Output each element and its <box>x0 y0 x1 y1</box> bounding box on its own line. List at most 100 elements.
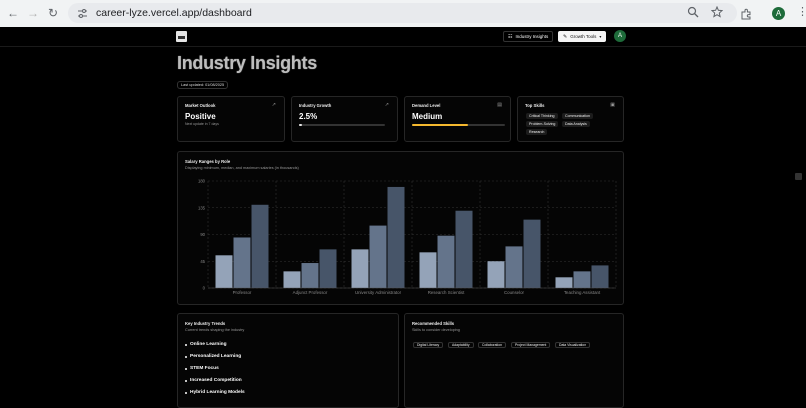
browser-menu-icon[interactable]: ⋮ <box>797 6 806 18</box>
bookmark-star-icon[interactable] <box>710 5 724 21</box>
url-text: career-lyze.vercel.app/dashboard <box>96 7 252 19</box>
top-skill-chip: Data Analysis <box>562 121 590 127</box>
brain-icon: ▣ <box>610 102 615 108</box>
salary-bar[interactable] <box>215 255 233 288</box>
industry-insights-label: Industry Insights <box>515 34 549 39</box>
extensions-icon[interactable] <box>740 7 752 25</box>
reload-icon[interactable]: ↻ <box>47 6 59 20</box>
trend-label: STEM Focus <box>190 366 219 371</box>
market-outlook-card: Market Outlook ↗ Positive Next update in… <box>177 96 285 142</box>
x-tick-label: University Administrator <box>355 290 402 295</box>
market-outlook-value: Positive <box>185 112 216 121</box>
salary-bar[interactable] <box>487 261 505 288</box>
app-logo[interactable] <box>176 31 187 42</box>
salary-chart: 0 45 90 135 180 Professor Adjunct Professor Uni… <box>198 179 617 295</box>
trending-up-icon: ↗ <box>384 102 389 108</box>
recommended-skills-title: Recommended Skills <box>412 321 455 326</box>
top-skill-chip: Research <box>526 129 548 135</box>
salary-bar[interactable] <box>301 263 319 288</box>
back-arrow-icon[interactable]: ← <box>7 6 19 20</box>
bullet-icon <box>185 355 187 358</box>
recommended-skill-chip: Adaptability <box>448 342 474 348</box>
trending-up-icon: ↗ <box>271 102 276 108</box>
key-trends-card: Key Industry Trends Current trends shapi… <box>177 313 399 408</box>
trend-label: Online Learning <box>190 342 227 347</box>
x-tick-label: Professor <box>233 290 252 295</box>
profile-avatar[interactable]: A <box>772 7 785 20</box>
top-skills-card: Top Skills ▣ Critical Thinking Communica… <box>517 96 624 142</box>
app-header <box>0 27 806 47</box>
top-skill-chip: Critical Thinking <box>526 113 558 119</box>
top-skill-chip: Problem-Solving <box>526 121 559 127</box>
key-trends-subtitle: Current trends shaping the industry <box>185 328 245 332</box>
recommended-skill-chip: Project Management <box>511 342 551 348</box>
side-panel-toggle[interactable] <box>795 173 802 180</box>
address-bar[interactable]: career-lyze.vercel.app/dashboard <box>68 3 737 23</box>
salary-bar[interactable] <box>419 252 437 288</box>
zoom-icon[interactable] <box>687 6 699 21</box>
dashboard-icon: ☷ <box>508 33 513 40</box>
salary-bar[interactable] <box>523 219 541 288</box>
salary-bar[interactable] <box>555 277 573 288</box>
trend-label: Hybrid Learning Models <box>190 390 245 395</box>
trend-item: Online Learning <box>185 342 227 347</box>
y-tick-label: 45 <box>200 259 205 264</box>
salary-chart-subtitle: Displaying minimum, median, and maximum … <box>185 166 299 170</box>
market-outlook-title: Market Outlook <box>185 103 216 108</box>
growth-tools-dropdown[interactable]: ✎ Growth Tools ▾ <box>558 31 607 42</box>
profile-avatar-letter: A <box>775 9 782 18</box>
trend-label: Increased Competition <box>190 378 242 383</box>
salary-bar[interactable] <box>319 249 337 288</box>
recommended-skill-chip: Collaboration <box>478 342 506 348</box>
user-avatar[interactable]: A <box>614 30 626 42</box>
bullet-icon <box>185 379 187 382</box>
salary-bar[interactable] <box>387 186 405 288</box>
demand-progress-track <box>412 124 505 126</box>
growth-progress-fill <box>299 124 302 126</box>
x-tick-label: Research Scientist <box>428 290 465 295</box>
market-outlook-sub: Next update in 7 days <box>185 122 219 126</box>
growth-progress-track <box>299 124 385 126</box>
bullet-icon <box>185 367 187 370</box>
industry-insights-button[interactable]: ☷ Industry Insights <box>503 31 554 42</box>
salary-bar[interactable] <box>573 271 591 288</box>
last-updated-badge: Last updated: 01/08/2025 <box>177 81 229 89</box>
demand-level-title: Demand Level <box>412 103 441 108</box>
growth-icon: ✎ <box>563 33 568 40</box>
briefcase-icon: ▤ <box>497 102 502 108</box>
trend-item: STEM Focus <box>185 366 219 371</box>
key-trends-title: Key Industry Trends <box>185 321 226 326</box>
y-tick-label: 0 <box>203 286 206 291</box>
salary-chart-card: Salary Ranges by Role Displaying minimum… <box>177 151 624 305</box>
top-skills-title: Top Skills <box>525 103 545 108</box>
y-tick-label: 90 <box>200 232 205 237</box>
salary-bar[interactable] <box>233 237 251 288</box>
trend-item: Hybrid Learning Models <box>185 390 245 395</box>
bullet-icon <box>185 391 187 394</box>
demand-level-card: Demand Level ▤ Medium <box>404 96 511 142</box>
recommended-skill-chip: Data Visualization <box>555 342 591 348</box>
x-tick-label: Teaching Assistant <box>564 290 601 295</box>
salary-bar[interactable] <box>505 246 523 288</box>
salary-bar[interactable] <box>351 249 369 288</box>
page-title: Industry Insights <box>177 53 317 73</box>
y-tick-label: 135 <box>198 205 206 210</box>
salary-bar[interactable] <box>369 225 387 288</box>
chevron-down-icon: ▾ <box>599 34 602 39</box>
forward-arrow-icon[interactable]: → <box>27 6 39 20</box>
salary-bar[interactable] <box>591 265 609 288</box>
site-settings-icon[interactable] <box>76 7 88 19</box>
demand-level-value: Medium <box>412 112 443 121</box>
y-tick-label: 180 <box>198 179 206 184</box>
user-avatar-letter: A <box>617 33 622 39</box>
salary-bar[interactable] <box>283 271 301 288</box>
trend-item: Increased Competition <box>185 378 242 383</box>
recommended-skills-card: Recommended Skills Skills to consider de… <box>404 313 624 408</box>
recommended-skills-subtitle: Skills to consider developing <box>412 328 460 332</box>
bullet-icon <box>185 343 187 346</box>
salary-chart-title: Salary Ranges by Role <box>185 159 231 164</box>
industry-growth-title: Industry Growth <box>299 103 332 108</box>
salary-bar[interactable] <box>251 204 269 288</box>
salary-bar[interactable] <box>437 235 455 288</box>
salary-bar[interactable] <box>455 210 473 288</box>
